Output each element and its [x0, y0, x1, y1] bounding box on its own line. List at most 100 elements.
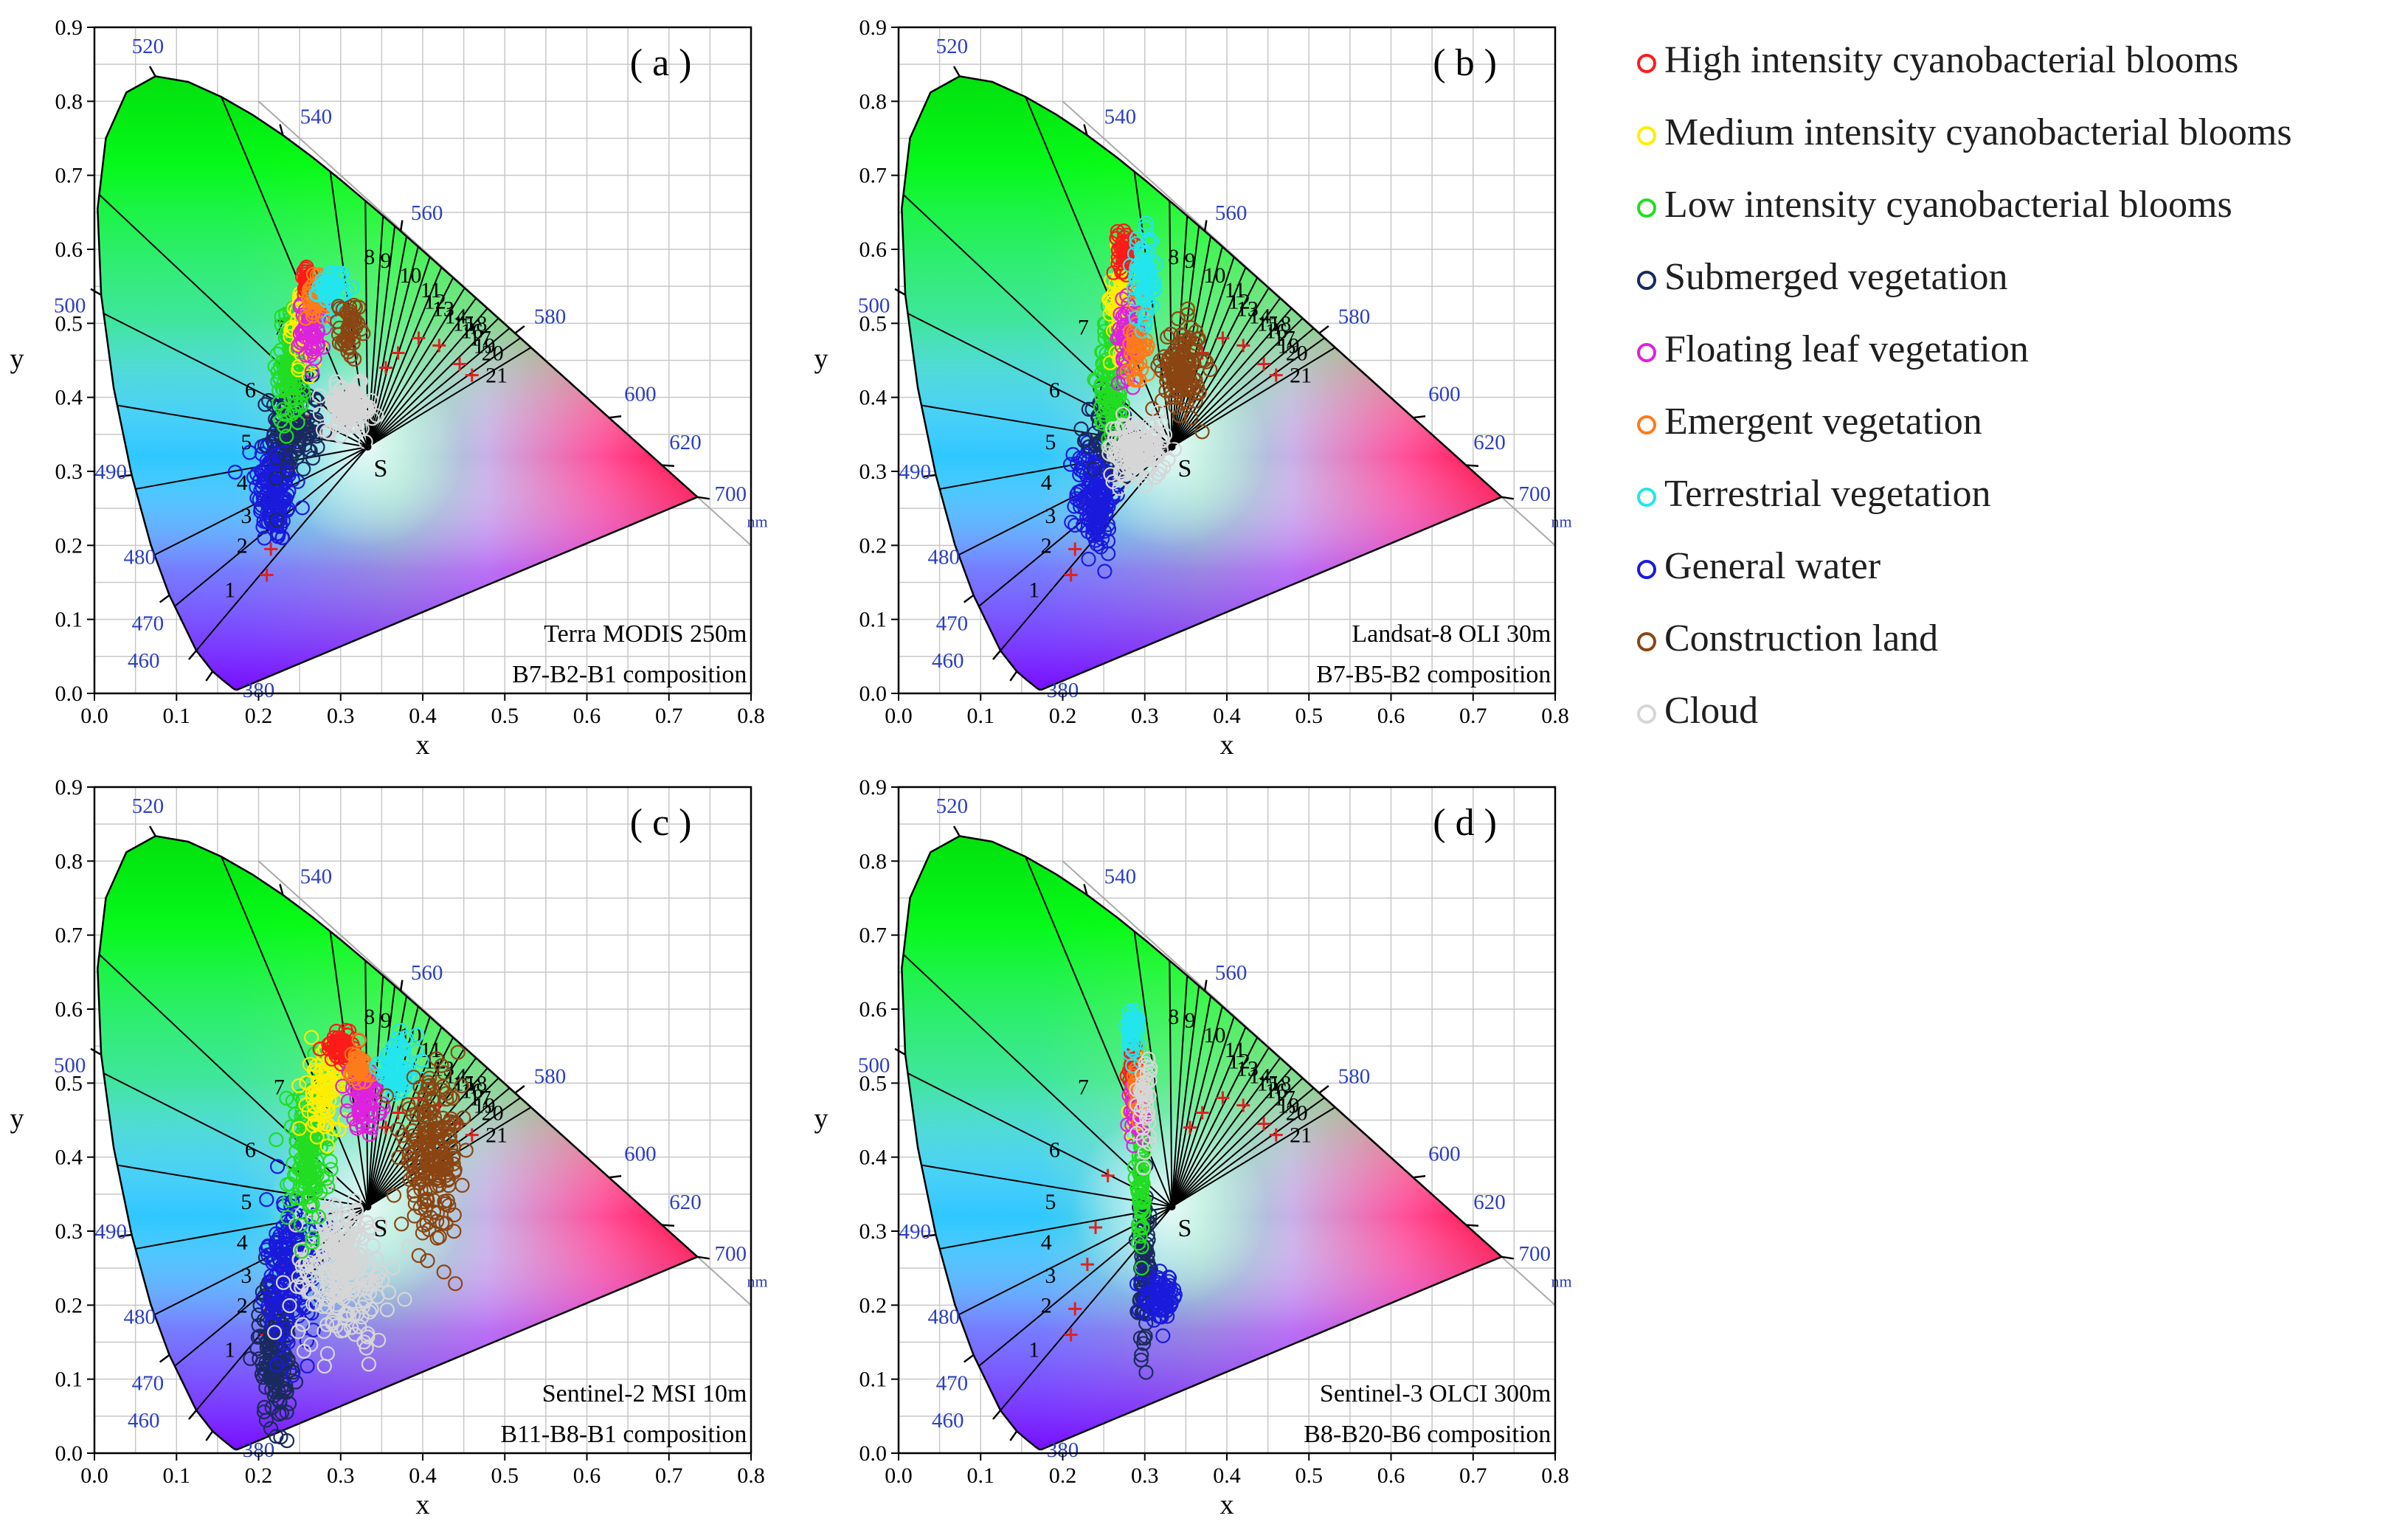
wavelength-tick [963, 1354, 975, 1363]
point-high-intensity-cyanobacterial-blooms [1119, 235, 1135, 251]
x-tick-label: 0.3 [1131, 1463, 1159, 1488]
wavelength-tick [1466, 464, 1479, 467]
point-construction-land [1161, 350, 1177, 365]
y-tick-label: 0.6 [55, 238, 83, 262]
point-low-intensity-cyanobacterial-blooms [280, 366, 296, 381]
wavelength-label: 460 [128, 649, 160, 673]
point-low-intensity-cyanobacterial-blooms [273, 342, 288, 358]
y-tick-label: 0.4 [859, 386, 888, 410]
white-point [364, 443, 372, 451]
dominant-wavelength-line [117, 404, 368, 448]
dominant-wavelength-number: 5 [1045, 430, 1056, 454]
wavelength-label: 470 [132, 612, 165, 636]
point-terrestrial-vegetation [1144, 282, 1160, 297]
point-construction-land [1173, 370, 1189, 385]
y-tick-label: 0.1 [859, 1368, 888, 1392]
sensor-label: Landsat-8 OLI 30m [1352, 620, 1551, 648]
point-cloud [1103, 467, 1118, 482]
point-construction-land [1170, 311, 1186, 327]
sensor-label: Sentinel-2 MSI 10m [542, 1380, 747, 1407]
point-cloud [328, 374, 344, 389]
point-floating-leaf-vegetation [298, 347, 314, 363]
white-point [1168, 443, 1176, 451]
point-low-intensity-cyanobacterial-blooms [1093, 377, 1109, 392]
wavelength-tick [188, 1410, 198, 1420]
y-tick-label: 0.7 [55, 924, 83, 948]
point-terrestrial-vegetation [1142, 231, 1158, 246]
point-construction-land [1181, 361, 1197, 376]
point-medium-intensity-cyanobacterial-blooms [1104, 302, 1120, 317]
x-tick-label: 0.5 [1295, 704, 1324, 728]
dominant-wavelength-line [196, 446, 369, 651]
wavelength-tick [279, 884, 284, 896]
point-general-water [290, 474, 305, 490]
x-tick-label: 0.8 [737, 1463, 765, 1488]
point-general-water [1072, 493, 1087, 509]
point-submerged-vegetation [257, 397, 273, 412]
x-tick-label: 0.0 [80, 704, 108, 728]
legend-label: Construction land [1664, 617, 1938, 659]
y-tick-label: 0.5 [55, 1071, 83, 1095]
dominant-wavelength-number: 21 [1290, 1123, 1312, 1148]
dominant-wavelength-number: 7 [1078, 1075, 1089, 1099]
point-submerged-vegetation [269, 512, 284, 528]
x-tick-label: 0.1 [967, 704, 995, 728]
dominant-wavelength-number: 8 [1168, 1005, 1179, 1029]
red-plus-marker [412, 331, 426, 345]
dominant-wavelength-number: 11 [421, 278, 442, 302]
point-cloud [1128, 468, 1144, 483]
point-low-intensity-cyanobacterial-blooms [290, 415, 305, 430]
point-low-intensity-cyanobacterial-blooms [292, 389, 308, 405]
scatter-series [1062, 215, 1218, 579]
point-general-water [246, 469, 262, 485]
wavelength-tick [952, 66, 961, 77]
point-low-intensity-cyanobacterial-blooms [271, 382, 287, 398]
wavelength-tick [1501, 496, 1514, 500]
dominant-wavelength-number: 12 [1228, 289, 1250, 314]
point-general-water [255, 519, 271, 535]
wavelength-tick [609, 1175, 622, 1179]
dominant-wavelength-number: 3 [1045, 504, 1056, 528]
dominant-wavelength-number: 5 [241, 1190, 252, 1214]
point-low-intensity-cyanobacterial-blooms [275, 402, 291, 418]
y-tick-label: 0.3 [55, 460, 83, 484]
wavelength-tick [697, 496, 710, 500]
point-high-intensity-cyanobacterial-blooms [1115, 245, 1131, 260]
dominant-wavelength-line [1171, 215, 1189, 447]
red-plus-marker [432, 339, 446, 353]
wavelength-label: 490 [899, 460, 932, 484]
point-construction-land [343, 320, 359, 336]
dominant-wavelength-number: 1 [224, 1338, 235, 1362]
point-high-intensity-cyanobacterial-blooms [1117, 253, 1132, 269]
point-terrestrial-vegetation [322, 313, 337, 328]
y-tick-label: 0.3 [859, 460, 888, 484]
point-general-water [1093, 465, 1109, 480]
dominant-wavelength-number: 17 [469, 326, 491, 350]
point-submerged-vegetation [301, 443, 316, 458]
point-terrestrial-vegetation [1141, 262, 1157, 278]
point-low-intensity-cyanobacterial-blooms [274, 308, 289, 325]
point-general-water [1086, 480, 1101, 496]
red-plus-marker [1269, 368, 1283, 382]
point-low-intensity-cyanobacterial-blooms [1097, 324, 1113, 339]
point-construction-land [1183, 410, 1199, 426]
dominant-wavelength-number: 20 [1286, 1101, 1308, 1126]
x-tick-label: 0.7 [655, 704, 683, 728]
y-tick-label: 0.9 [55, 775, 83, 800]
point-cloud [1124, 450, 1140, 465]
nm-label: nm [747, 512, 767, 530]
dominant-wavelength-number: 21 [485, 1123, 508, 1148]
wavelength-label: 480 [927, 545, 960, 569]
x-tick-label: 0.5 [491, 1463, 519, 1488]
point-construction-land [1164, 364, 1180, 380]
point-high-intensity-cyanobacterial-blooms [1106, 265, 1121, 280]
wavelength-tick [119, 474, 132, 478]
point-general-water [257, 492, 272, 508]
point-floating-leaf-vegetation [1113, 307, 1128, 322]
point-general-water [257, 530, 272, 546]
point-cloud [1129, 463, 1144, 479]
dominant-wavelength-number: 1 [224, 578, 235, 603]
point-cloud [345, 416, 361, 432]
point-cloud [1125, 415, 1141, 431]
